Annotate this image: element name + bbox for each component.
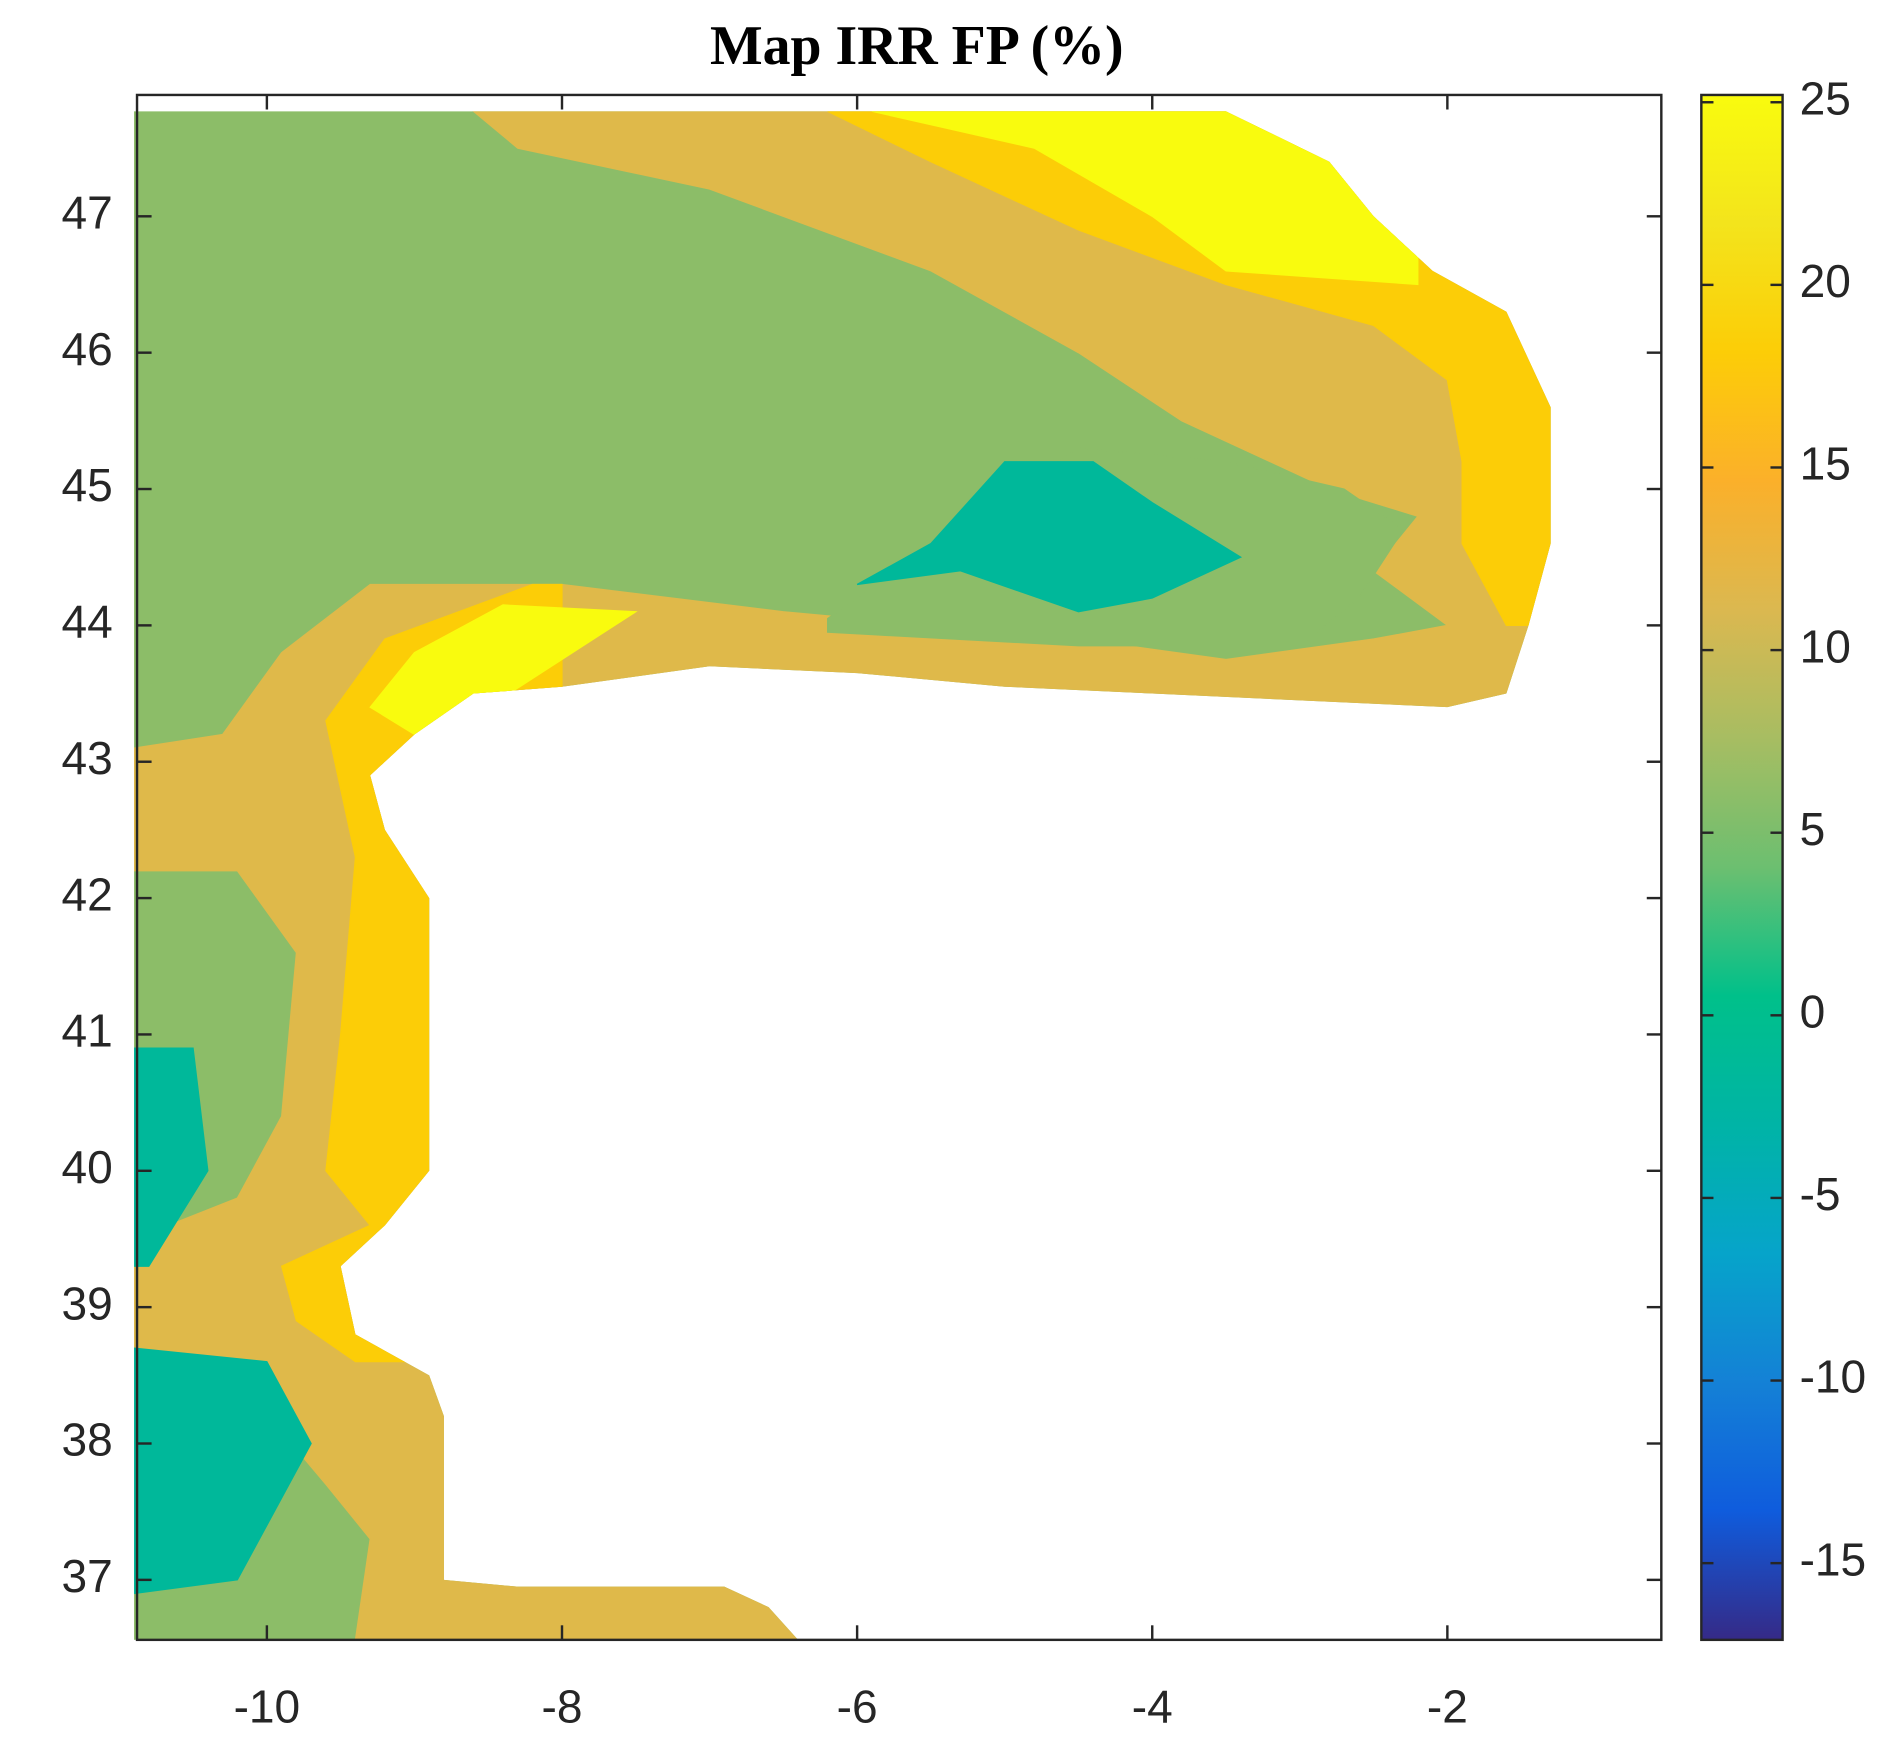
y-tick-label: 39 xyxy=(62,1277,113,1329)
axes-box xyxy=(135,93,1663,1642)
colorbar-tick-label: 5 xyxy=(1800,803,1826,855)
x-tick-label: -4 xyxy=(1132,1680,1173,1732)
contour-region xyxy=(134,1347,312,1595)
colorbar-tick-label: 20 xyxy=(1800,255,1851,307)
x-tick-label: -10 xyxy=(234,1680,301,1732)
colorbar-tick-label: 10 xyxy=(1800,620,1851,672)
colorbar xyxy=(1700,93,1784,1642)
y-tick-label: 37 xyxy=(62,1550,113,1602)
x-tick-label: -6 xyxy=(837,1680,878,1732)
y-tick-label: 38 xyxy=(62,1414,113,1466)
contour-map xyxy=(134,111,1551,1640)
y-tick-label: 44 xyxy=(62,596,113,648)
colorbar-tick-label: -5 xyxy=(1800,1168,1841,1220)
colorbar-tick-label: 0 xyxy=(1800,985,1826,1037)
x-tick-label: -8 xyxy=(542,1680,583,1732)
contour-region xyxy=(856,461,1243,613)
y-tick-label: 46 xyxy=(62,323,113,375)
y-tick-label: 42 xyxy=(62,868,113,920)
y-tick-label: 41 xyxy=(62,1005,113,1057)
colorbar-tick-label: 15 xyxy=(1800,438,1851,490)
y-tick-label: 43 xyxy=(62,732,113,784)
x-tick-label: -2 xyxy=(1427,1680,1468,1732)
chart-title: Map IRR FP (%) xyxy=(710,15,1124,77)
y-tick-label: 47 xyxy=(62,186,113,238)
colorbar-tick-label: 25 xyxy=(1800,72,1851,124)
y-tick-label: 40 xyxy=(62,1141,113,1193)
y-tick-label: 45 xyxy=(62,459,113,511)
colorbar-tick-label: -15 xyxy=(1800,1533,1867,1585)
colorbar-tick-label: -10 xyxy=(1800,1351,1867,1403)
contour-region xyxy=(134,1047,209,1267)
